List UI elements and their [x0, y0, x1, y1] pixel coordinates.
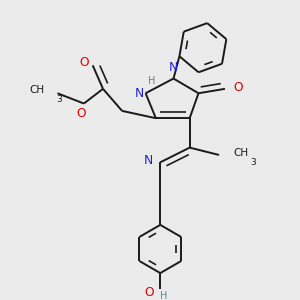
Text: O: O	[79, 56, 89, 69]
Text: CH: CH	[234, 148, 249, 158]
Text: O: O	[76, 107, 86, 120]
Text: O: O	[144, 286, 154, 299]
Text: N: N	[144, 154, 153, 167]
Text: N: N	[135, 87, 144, 100]
Text: N: N	[169, 61, 178, 74]
Text: H: H	[148, 76, 156, 86]
Text: O: O	[233, 81, 243, 94]
Text: 3: 3	[250, 158, 256, 167]
Text: 3: 3	[56, 95, 62, 104]
Text: H: H	[160, 291, 167, 300]
Text: CH: CH	[29, 85, 44, 95]
